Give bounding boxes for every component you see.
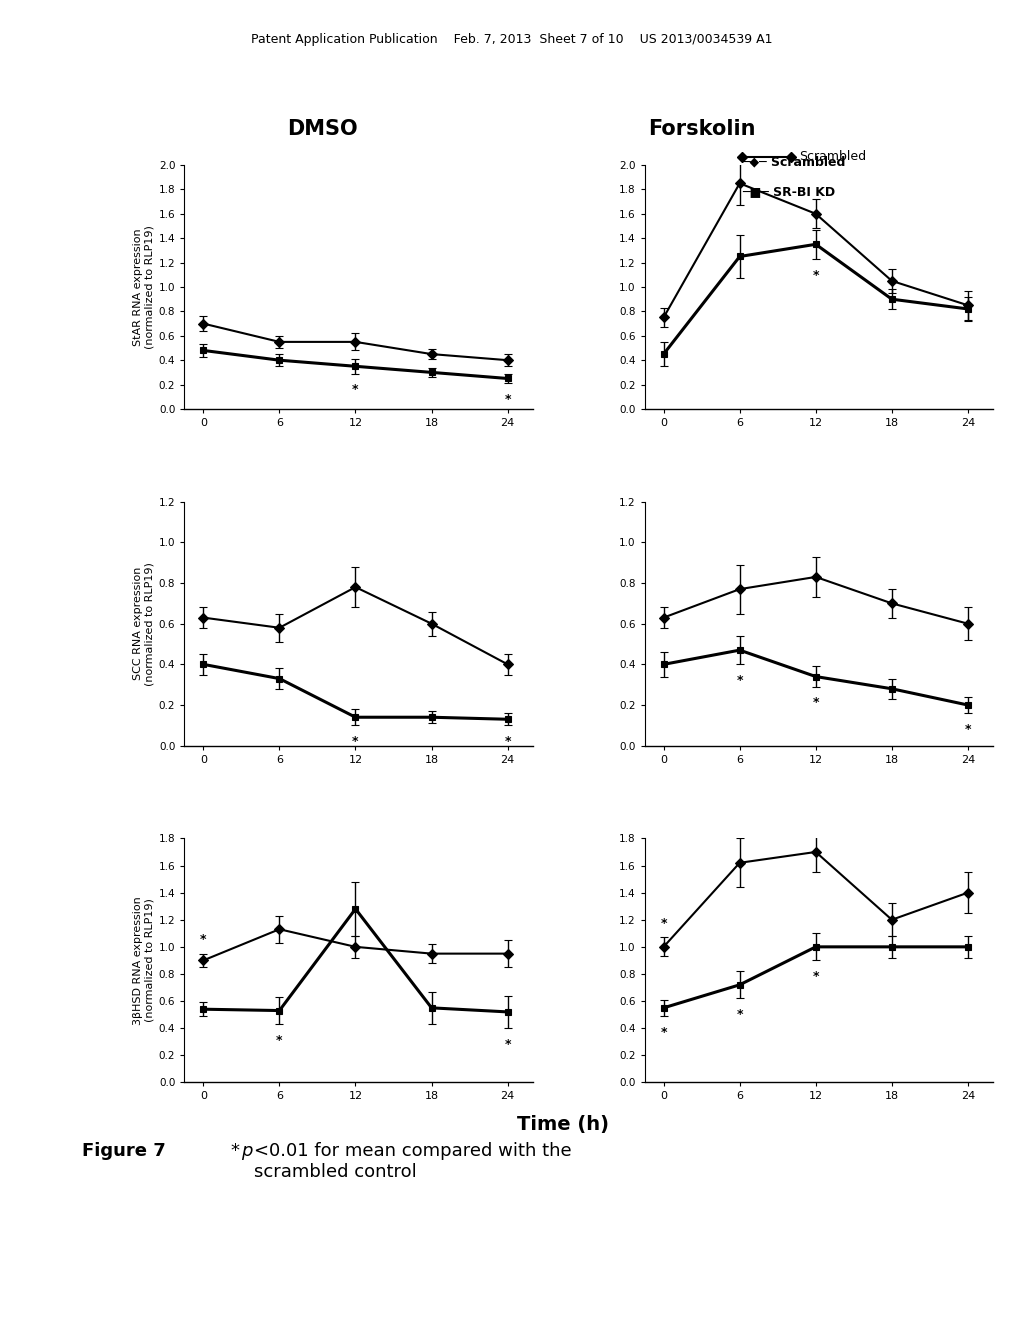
Text: *: * (736, 1008, 743, 1022)
Text: Time (h): Time (h) (517, 1115, 609, 1134)
Y-axis label: 3βHSD RNA expression
(normalized to RLP19): 3βHSD RNA expression (normalized to RLP1… (133, 896, 155, 1024)
Y-axis label: SCC RNA expression
(normalized to RLP19): SCC RNA expression (normalized to RLP19) (133, 562, 155, 685)
Text: ─■─ SR-BI KD: ─■─ SR-BI KD (742, 185, 836, 198)
Text: *: * (965, 723, 971, 737)
Text: Forskolin: Forskolin (648, 119, 755, 139)
Text: ─◆─ Scrambled: ─◆─ Scrambled (742, 156, 846, 169)
Text: *: * (660, 1026, 667, 1039)
Text: *: * (660, 917, 667, 931)
Text: *: * (812, 970, 819, 983)
Text: *: * (812, 269, 819, 281)
Text: *: * (505, 735, 511, 748)
Text: *: * (736, 675, 743, 688)
Y-axis label: StAR RNA expression
(normalized to RLP19): StAR RNA expression (normalized to RLP19… (133, 224, 155, 348)
Text: p: p (241, 1142, 252, 1160)
Text: *: * (812, 697, 819, 709)
Text: Figure 7: Figure 7 (82, 1142, 166, 1160)
Text: <0.01 for mean compared with the
scrambled control: <0.01 for mean compared with the scrambl… (254, 1142, 571, 1180)
Text: *: * (505, 1038, 511, 1051)
Text: *: * (352, 735, 358, 748)
Text: *: * (276, 1034, 283, 1047)
Text: Patent Application Publication    Feb. 7, 2013  Sheet 7 of 10    US 2013/0034539: Patent Application Publication Feb. 7, 2… (251, 33, 773, 46)
Text: *: * (230, 1142, 240, 1160)
Text: DMSO: DMSO (288, 119, 357, 139)
Text: *: * (200, 933, 207, 946)
Text: *: * (352, 383, 358, 396)
Text: *: * (505, 393, 511, 407)
Text: Scrambled: Scrambled (799, 150, 866, 164)
Text: SR-BI KD: SR-BI KD (799, 186, 853, 199)
